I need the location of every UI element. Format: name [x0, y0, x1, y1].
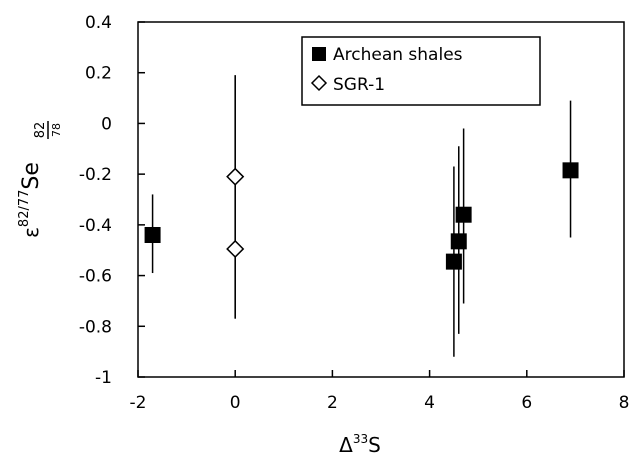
svg-text:ε82/77Se: ε82/77Se [17, 162, 44, 238]
x-axis-title: Δ33S [339, 432, 381, 457]
axis-ticks: -2 0 2 4 6 8 0.4 0.2 0 -0.2 -0.4 -0.6 -0.8 -1 [79, 13, 630, 413]
error-bars [151, 75, 572, 357]
y-tick-label: 0.4 [85, 13, 112, 33]
y-tick-label: -0.4 [79, 216, 112, 236]
archean-shale-point [562, 162, 579, 179]
legend-square-marker [312, 47, 326, 61]
legend-label-archean-shales: Archean shales [333, 45, 463, 65]
x-tick-label: 8 [619, 393, 630, 413]
x-tick-label: 4 [424, 393, 435, 413]
y-axis-title-main: ε [19, 227, 43, 238]
archean-shale-point [455, 206, 472, 223]
y-tick-label: -0.6 [79, 267, 112, 287]
y-axis-title-rest: Se [19, 162, 44, 190]
sgr-1-point [226, 239, 245, 259]
x-axis-title-rest: S [368, 433, 381, 457]
data-markers [144, 162, 579, 270]
y-tick-label: -1 [95, 368, 112, 388]
y-axis-title-frac-den: 78 [50, 123, 63, 137]
y-axis-title: ε82/77Se [17, 162, 44, 238]
legend-box [301, 36, 541, 106]
x-axis-title-sup: 33 [353, 432, 368, 446]
sgr-1-point [226, 167, 245, 186]
x-tick-label: 0 [230, 393, 241, 413]
y-axis-title-frac-num: 82 [33, 122, 48, 139]
legend-diamond-marker [310, 74, 328, 92]
legend: Archean shales SGR-1 [301, 36, 541, 106]
y-tick-label: -0.8 [79, 317, 112, 337]
x-tick-label: 2 [327, 393, 338, 413]
y-axis-title-sup: 82/77 [17, 190, 32, 227]
y-axis-title-fraction: 82 78 [33, 121, 63, 139]
x-tick-label: 6 [521, 393, 532, 413]
archean-shale-point [450, 233, 467, 250]
archean-shale-point [445, 253, 462, 270]
x-tick-label: -2 [130, 393, 147, 413]
plot-frame [137, 21, 625, 378]
y-tick-label: -0.2 [79, 165, 112, 185]
x-axis-title-main: Δ [339, 433, 353, 457]
legend-label-sgr-1: SGR-1 [333, 75, 385, 95]
y-tick-label: 0.2 [85, 64, 112, 84]
y-tick-label: 0 [101, 114, 112, 134]
archean-shale-point [144, 227, 161, 243]
